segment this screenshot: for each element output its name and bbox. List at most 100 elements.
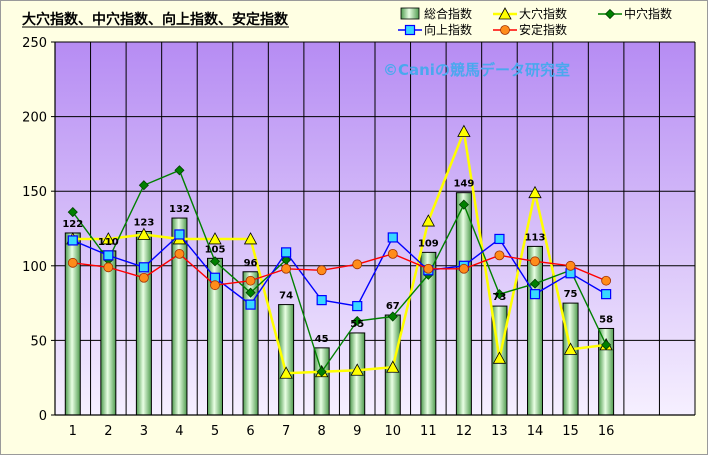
point-1-12 <box>458 199 469 210</box>
legend-label-0: 総合指数 <box>424 6 472 21</box>
x-tick-label: 16 <box>598 424 615 439</box>
data-label-10: 67 <box>386 301 400 312</box>
point-0-10 <box>386 360 400 373</box>
point-3-4 <box>174 248 185 259</box>
point-3-3 <box>138 272 149 283</box>
gridlines <box>55 41 695 415</box>
x-tick-label: 8 <box>318 424 326 439</box>
legend-label-2: 中穴指数 <box>624 6 672 21</box>
point-3-13 <box>494 250 505 261</box>
point-0-15 <box>563 342 578 355</box>
point-0-6 <box>243 232 258 245</box>
point-0-9 <box>350 363 364 376</box>
data-label-11: 109 <box>418 238 439 249</box>
point-0-11 <box>421 214 436 227</box>
bar-sogo-7 <box>278 304 295 416</box>
point-2-7 <box>281 247 292 258</box>
bar-sogo-3 <box>135 230 152 416</box>
point-1-16 <box>601 339 612 350</box>
x-tick-label: 4 <box>175 424 183 439</box>
y-tick-label: 200 <box>22 111 47 126</box>
point-1-4 <box>174 165 185 176</box>
x-tick-label: 10 <box>385 424 402 439</box>
data-label-7: 74 <box>279 291 293 302</box>
point-3-7 <box>281 263 292 274</box>
data-label-14: 113 <box>525 232 546 243</box>
point-3-14 <box>530 256 540 267</box>
point-2-13 <box>494 233 505 245</box>
data-labels: 122 110 123 132 105 96 74 45 55 67 109 149 73 113 75 58 <box>62 179 613 345</box>
point-2-4 <box>174 229 185 240</box>
point-3-6 <box>245 275 256 286</box>
data-label-1: 122 <box>62 219 83 230</box>
bar-sogo-8 <box>313 347 330 416</box>
legend-marker-1 <box>498 7 512 20</box>
bar-sogo-4 <box>171 217 188 416</box>
point-0-5 <box>208 232 222 245</box>
series-line-0 <box>72 126 607 375</box>
y-tick-label: 100 <box>22 260 47 275</box>
point-2-16 <box>601 289 612 300</box>
data-label-16: 58 <box>599 314 613 325</box>
x-tick-label: 13 <box>491 424 508 439</box>
point-2-2 <box>103 250 114 261</box>
data-label-6: 96 <box>244 258 258 269</box>
point-2-6 <box>245 299 256 310</box>
data-label-5: 105 <box>205 244 226 255</box>
legend-marker-4 <box>500 25 510 35</box>
data-label-4: 132 <box>169 204 190 215</box>
point-0-14 <box>528 185 542 199</box>
x-tick-label: 6 <box>246 424 254 439</box>
point-2-9 <box>352 300 363 312</box>
x-tick-label: 12 <box>456 424 473 439</box>
bar-sogo-14 <box>527 245 543 416</box>
bar-sogo-2 <box>100 250 117 416</box>
point-3-10 <box>387 248 398 259</box>
y-tick-label: 50 <box>30 334 47 349</box>
point-1-9 <box>352 315 363 327</box>
lines-layer <box>66 124 613 379</box>
point-2-10 <box>387 232 398 243</box>
y-tick-label: 250 <box>22 36 47 51</box>
x-tick-label: 7 <box>282 424 290 439</box>
point-2-8 <box>316 295 327 306</box>
legend-label-4: 安定指数 <box>519 22 567 37</box>
point-1-8 <box>316 366 327 377</box>
point-2-14 <box>529 289 541 300</box>
legend-marker-3 <box>404 24 416 36</box>
point-0-13 <box>492 351 507 364</box>
data-label-8: 45 <box>315 334 329 345</box>
data-label-2: 110 <box>98 237 119 248</box>
bar-sogo-15 <box>562 302 579 416</box>
x-tick-label: 14 <box>527 424 544 439</box>
point-3-16 <box>601 275 612 286</box>
point-1-3 <box>138 180 149 191</box>
x-tick-label: 9 <box>353 424 361 439</box>
point-0-3 <box>137 227 151 240</box>
point-1-13 <box>494 289 505 300</box>
x-tick-label: 11 <box>420 424 437 439</box>
data-label-12: 149 <box>453 179 474 190</box>
point-3-8 <box>316 265 327 276</box>
x-tick-label: 5 <box>211 424 219 439</box>
x-tick-label: 2 <box>104 424 112 439</box>
watermark: ©Caniの競馬データ研究室 <box>383 61 570 79</box>
point-1-6 <box>245 287 256 298</box>
bar-sogo-12 <box>455 192 472 416</box>
legend-swatch-0 <box>400 7 420 20</box>
point-1-5 <box>209 256 221 267</box>
series-line-2 <box>72 233 607 307</box>
point-0-12 <box>457 124 471 137</box>
point-2-1 <box>67 235 78 246</box>
data-label-3: 123 <box>133 217 154 228</box>
point-3-11 <box>423 263 434 274</box>
data-label-13: 73 <box>492 292 506 303</box>
y-tick-label: 150 <box>22 185 47 200</box>
point-3-2 <box>103 262 114 273</box>
point-2-3 <box>138 262 149 273</box>
y-tick-label: 0 <box>39 409 47 424</box>
series-line-3 <box>72 252 607 286</box>
